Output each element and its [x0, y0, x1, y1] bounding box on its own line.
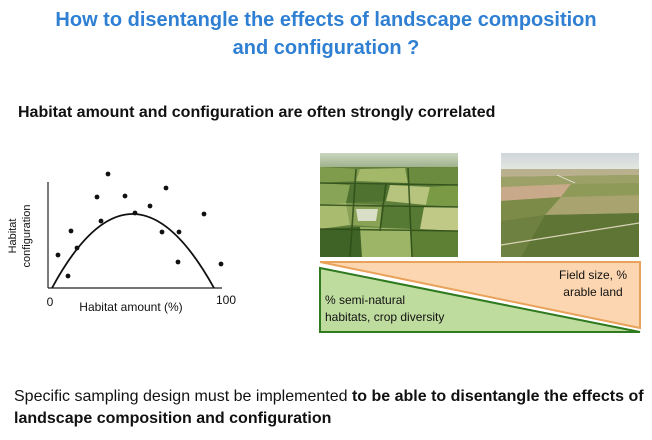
upper-triangle-label: Field size, % arable land	[548, 267, 638, 301]
scatter-point	[94, 194, 100, 200]
scatter-point	[122, 193, 128, 199]
simple-landscape-photo	[501, 153, 639, 257]
lower-triangle	[319, 266, 641, 333]
x-axis-max-label: 100	[216, 293, 236, 307]
title-line-2: and configuration ?	[232, 37, 420, 59]
x-axis-min-label: 0	[47, 295, 54, 309]
hump-curve	[51, 213, 215, 289]
gradient-triangles	[319, 261, 641, 333]
scatter-point	[175, 259, 181, 265]
scatter-point	[65, 273, 71, 279]
scatter-point	[201, 211, 207, 217]
conclusion-text: Specific sampling design must be impleme…	[14, 386, 644, 430]
scatter-point	[147, 203, 153, 209]
lower-label-line-2: habitats, crop diversity	[325, 310, 445, 324]
scatter-point	[159, 229, 165, 235]
conclusion-normal: Specific sampling design must be impleme…	[14, 388, 352, 405]
scatter-point	[55, 252, 61, 258]
scatter-point	[68, 228, 74, 234]
scatter-point	[176, 229, 182, 235]
conceptual-scatter-figure: Habitat configuration 0 100 Habitat amou…	[7, 171, 236, 314]
scatter-point	[74, 245, 80, 251]
lower-label-line-1: % semi-natural	[325, 293, 406, 307]
scatter-point	[98, 218, 104, 224]
scatter-points	[55, 171, 224, 279]
subtitle: Habitat amount and configuration are oft…	[18, 104, 496, 121]
scatter-point	[163, 185, 169, 191]
title-line-1: How to disentangle the effects of landsc…	[55, 9, 597, 31]
conclusion-bold: to be able to disentangle the effects of…	[14, 388, 644, 427]
scatter-point	[132, 210, 138, 216]
complex-landscape-photo	[320, 153, 458, 257]
scatter-point	[105, 171, 111, 177]
scatter-point	[218, 261, 224, 267]
x-axis-label: Habitat amount (%)	[79, 300, 182, 314]
slide-title: How to disentangle the effects of landsc…	[0, 6, 652, 62]
y-axis-label-line-2: configuration	[21, 205, 33, 268]
upper-label-line-2: arable land	[563, 285, 623, 299]
lower-triangle-label: % semi-natural habitats, crop diversity	[325, 292, 444, 326]
upper-label-line-1: Field size, %	[558, 268, 628, 282]
y-axis-label-line-1: Habitat	[7, 219, 19, 254]
upper-triangle	[319, 261, 641, 330]
